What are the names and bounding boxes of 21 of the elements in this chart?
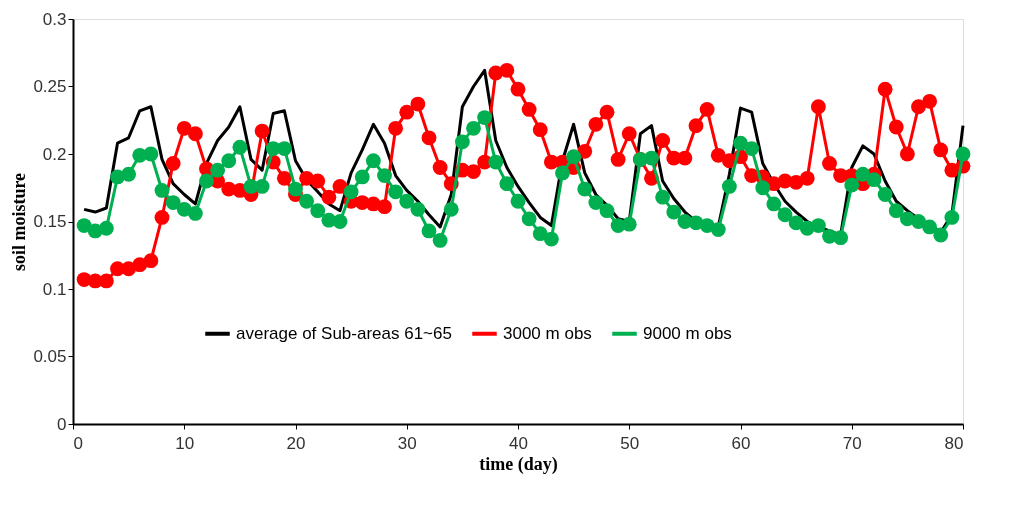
x-tick-label: 60 xyxy=(731,433,751,453)
x-tick-label: 30 xyxy=(397,433,417,453)
legend-label: average of Sub-areas 61~65 xyxy=(236,323,452,343)
x-tick-label: 0 xyxy=(73,433,83,453)
y-tick-label: 0.15 xyxy=(33,212,67,231)
y-tick-label: 0.2 xyxy=(42,144,67,164)
x-axis-title: time (day) xyxy=(479,453,558,475)
y-axis-title: soil moisture xyxy=(9,172,30,272)
y-tick-label: 0.1 xyxy=(42,279,67,299)
x-tick-label: 20 xyxy=(286,433,306,453)
x-tick-label: 10 xyxy=(175,433,195,453)
legend-label: 9000 m obs xyxy=(643,323,732,343)
y-tick-label: 0.25 xyxy=(33,77,67,96)
y-tick-label: 0.3 xyxy=(42,9,67,29)
x-tick-label: 50 xyxy=(620,433,640,453)
x-tick-label: 40 xyxy=(509,433,528,453)
x-tick-label: 70 xyxy=(842,433,862,453)
legend-label: 3000 m obs xyxy=(503,323,592,343)
y-tick-label: 0 xyxy=(57,414,67,434)
x-tick-label: 80 xyxy=(944,433,964,453)
y-tick-label: 0.05 xyxy=(33,347,67,366)
